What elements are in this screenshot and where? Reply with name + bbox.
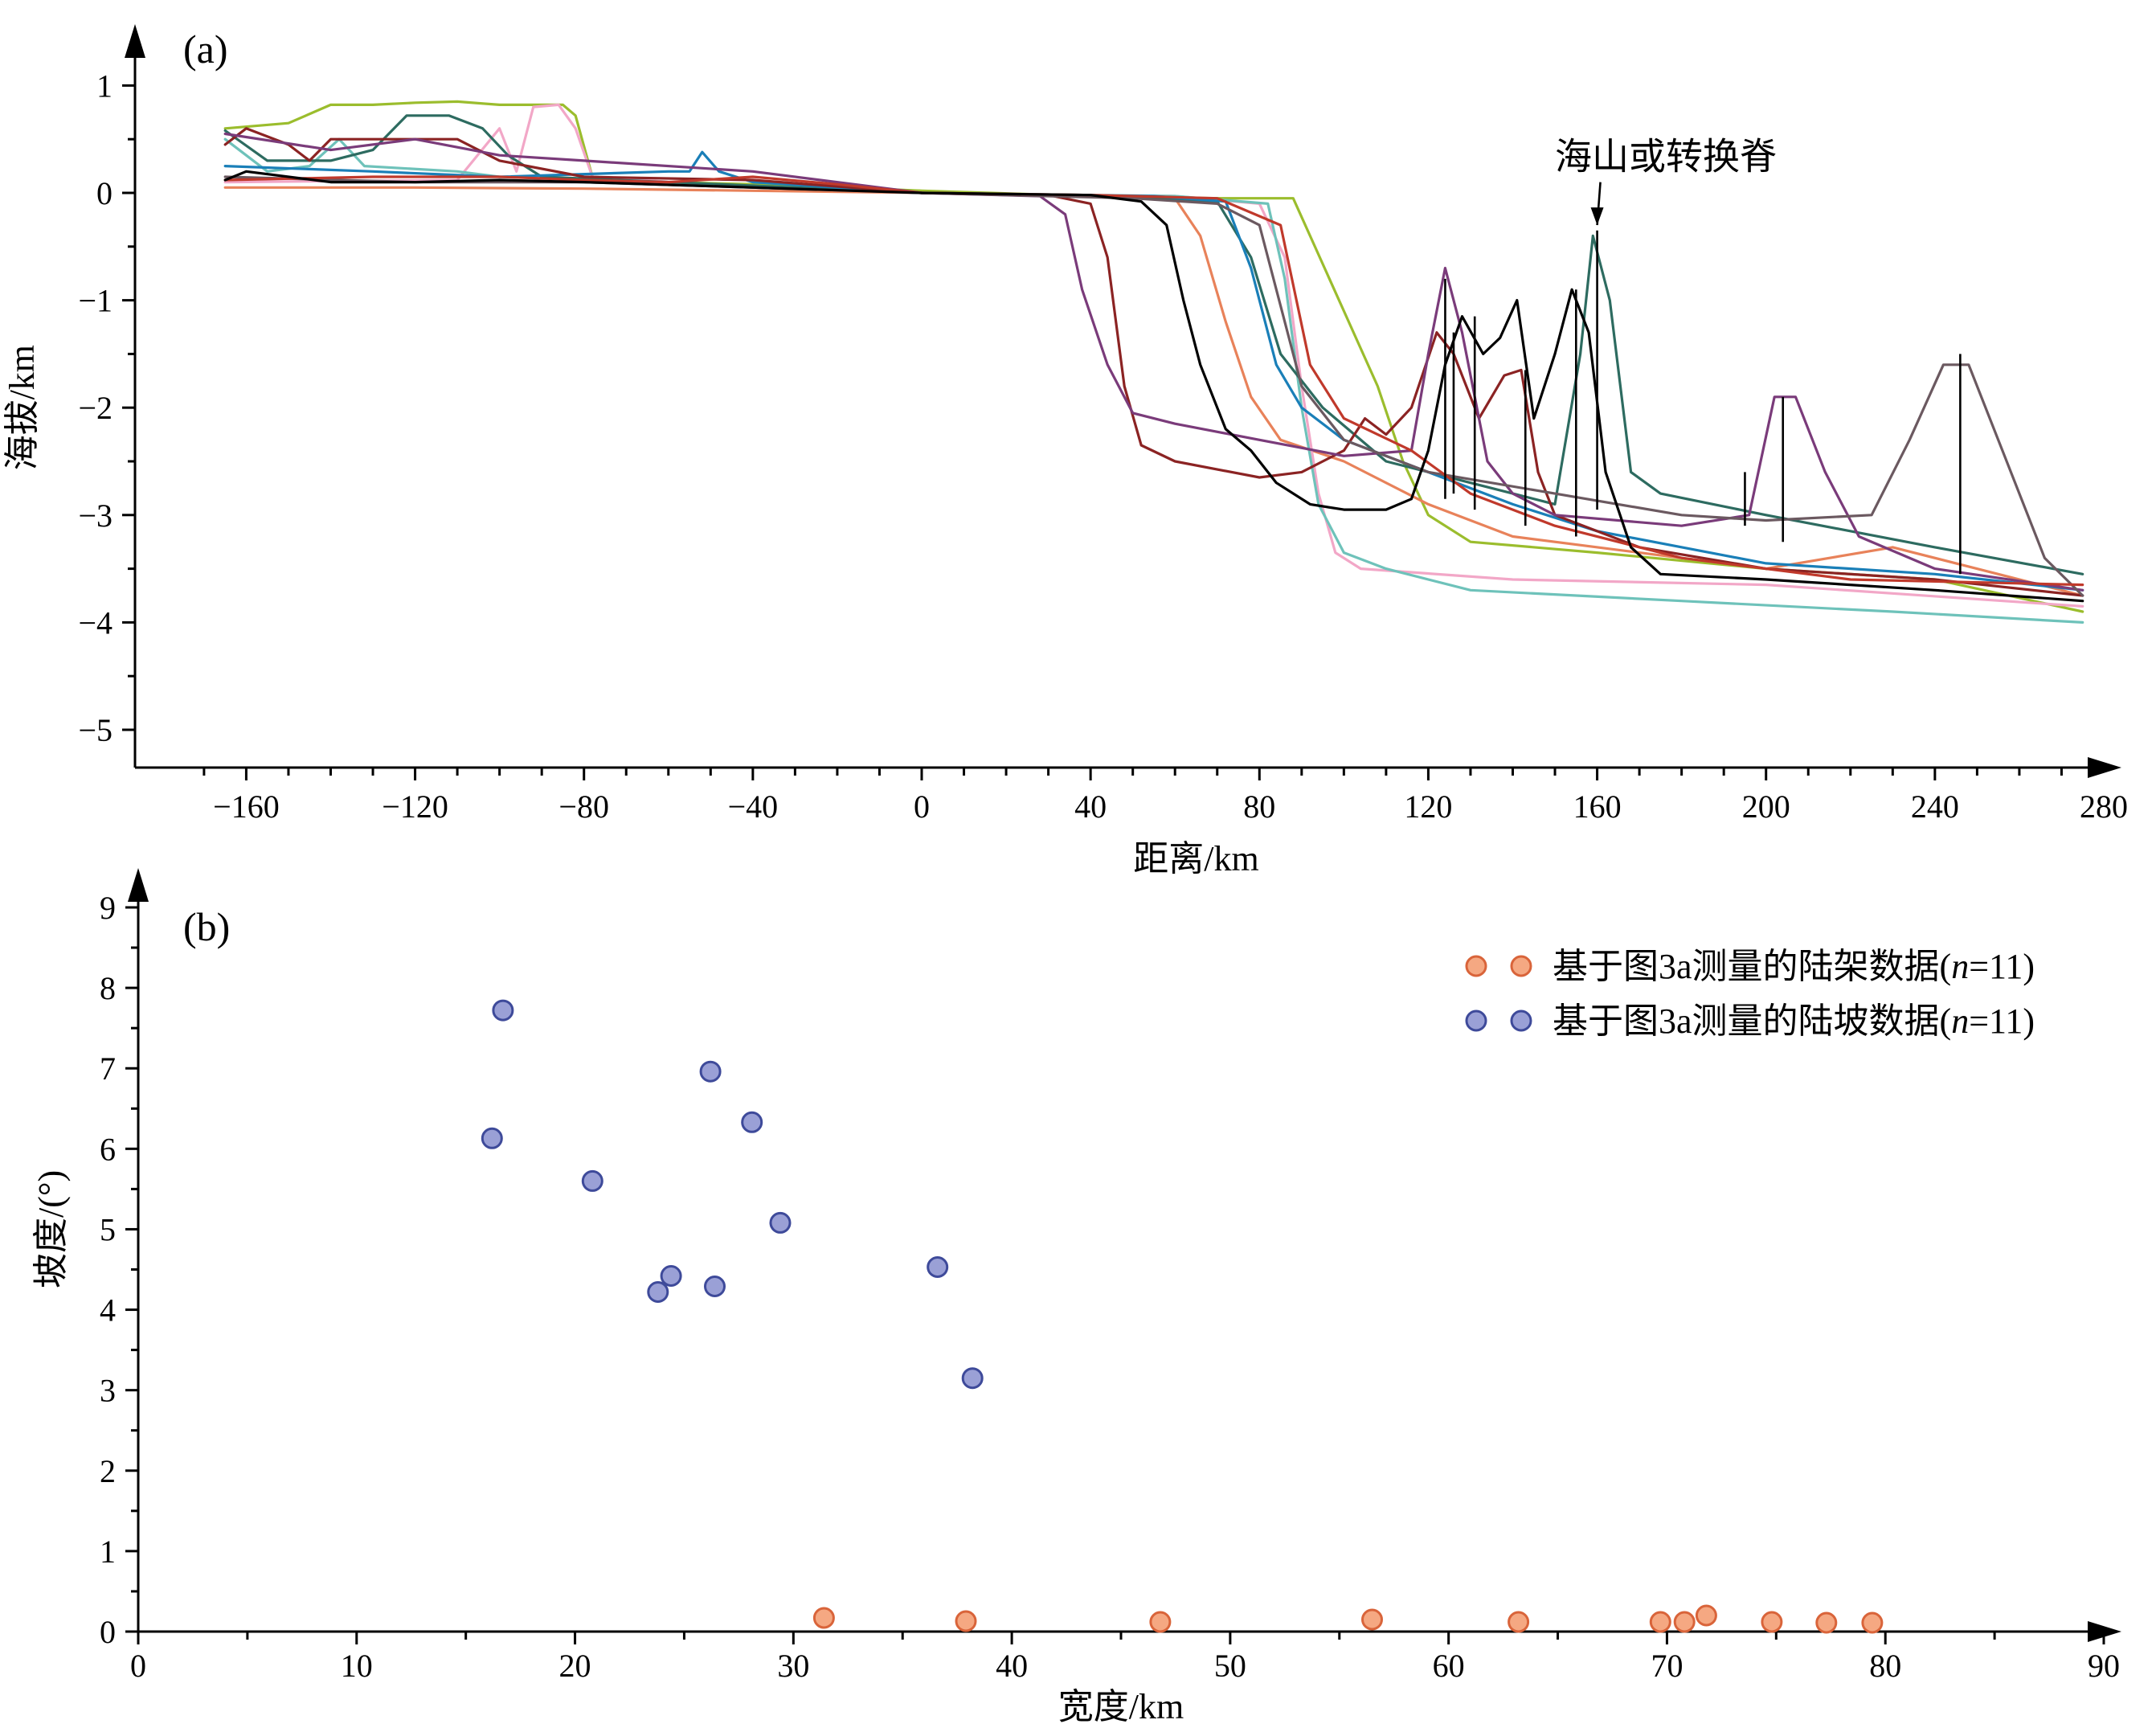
panel-b-y-tick-label: 0 xyxy=(100,1614,116,1650)
panel-b-y-tick-label: 1 xyxy=(100,1534,116,1570)
panel-a-y-tick-label: −3 xyxy=(78,498,113,534)
legend-label-suffix: =11) xyxy=(1969,947,2035,986)
panel-b-x-tick-label: 30 xyxy=(777,1648,809,1684)
panel-a-x-tick-label: −40 xyxy=(728,788,779,825)
shelf-point-9 xyxy=(1761,1611,1783,1633)
shelf-point-2 xyxy=(955,1610,977,1632)
panel-a-y-tick-label: 0 xyxy=(96,175,113,211)
panel-b-y-tick-label: 4 xyxy=(100,1292,116,1329)
legend-label-italic: n xyxy=(1951,1001,1969,1041)
panel-a-x-tick-label: 240 xyxy=(1911,788,1959,825)
panel-a-x-tick-label: 40 xyxy=(1074,788,1107,825)
legend-marker-2-b xyxy=(1510,1009,1532,1032)
panel-a-x-tick-label: 200 xyxy=(1742,788,1790,825)
shelf-point-11 xyxy=(1861,1611,1884,1634)
slope-point-2 xyxy=(492,999,514,1022)
panel-a-x-axis-title: 距离/km xyxy=(1133,839,1258,878)
profile-line-9 xyxy=(223,175,2084,597)
slope-point-1 xyxy=(481,1127,503,1149)
legend-marker-2-a xyxy=(1465,1009,1487,1032)
shelf-point-10 xyxy=(1815,1611,1838,1634)
panel-b-y-tick-label: 3 xyxy=(100,1373,116,1409)
panel-a-y-tick-label: −4 xyxy=(78,604,113,641)
panel-a-x-tick-label: 160 xyxy=(1573,788,1622,825)
panel-b-y-tick-label: 6 xyxy=(100,1131,116,1167)
panel-a-y-axis-title: 海拔/km xyxy=(2,345,42,470)
panel-b-y-tick-label: 8 xyxy=(100,970,116,1006)
slope-point-3 xyxy=(581,1169,603,1192)
shelf-point-3 xyxy=(1149,1611,1172,1633)
slope-point-7 xyxy=(704,1276,726,1297)
legend-label-2: 基于图3a测量的陆坡数据(n=11) xyxy=(1553,1001,2035,1041)
slope-point-4 xyxy=(647,1281,669,1303)
legend-label-italic: n xyxy=(1951,947,1969,986)
slope-point-5 xyxy=(660,1265,682,1287)
legend-marker-1-b xyxy=(1510,955,1532,977)
panel-b-label: (b) xyxy=(183,904,230,949)
slope-point-8 xyxy=(741,1111,763,1133)
panel-a-y-tick-label: −5 xyxy=(78,712,113,748)
legend-marker-1-a xyxy=(1465,955,1487,977)
shelf-point-1 xyxy=(812,1607,835,1629)
panel-b-y-axis-arrow xyxy=(128,868,149,902)
legend-label-suffix: =11) xyxy=(1969,1001,2035,1041)
panel-b-x-axis-title: 宽度/km xyxy=(1058,1687,1184,1724)
legend-label-1: 基于图3a测量的陆架数据(n=11) xyxy=(1553,947,2035,986)
seamount-annotation: 海山或转换脊 xyxy=(1555,137,1777,178)
panel-a-y-tick-label: −2 xyxy=(78,390,113,426)
panel-a-x-tick-label: −160 xyxy=(213,788,280,825)
panel-b-y-axis-title: 坡度/(°) xyxy=(31,1170,71,1288)
panel-a-profiles: −160 −120 −80 −40 0 40 80 120 160 200 240 280 1 0 −1 −2… xyxy=(2,24,2128,878)
panel-a-x-tick-label: 120 xyxy=(1404,788,1452,825)
panel-b-x-tick-label: 60 xyxy=(1433,1648,1465,1684)
panel-b-x-tick-label: 0 xyxy=(130,1648,146,1684)
shelf-point-5 xyxy=(1508,1611,1530,1633)
profile-line-10 xyxy=(223,175,2084,587)
profile-line-5 xyxy=(223,114,2084,575)
panel-a-x-axis-arrow xyxy=(2088,757,2121,778)
panel-b-y-tick-label: 5 xyxy=(100,1211,116,1247)
profile-line-6 xyxy=(223,150,2084,592)
shelf-point-7 xyxy=(1673,1611,1696,1633)
annotation-pointer-head xyxy=(1590,207,1604,226)
panel-a-x-tick-label: −80 xyxy=(558,788,609,825)
slope-point-11 xyxy=(961,1367,984,1390)
slope-point-10 xyxy=(927,1256,949,1278)
panel-b-x-tick-label: 20 xyxy=(559,1648,591,1684)
panel-b-x-tick-label: 80 xyxy=(1869,1648,1901,1684)
shelf-point-6 xyxy=(1649,1611,1671,1633)
panel-b-x-tick-label: 40 xyxy=(996,1648,1028,1684)
panel-a-label: (a) xyxy=(183,27,228,72)
panel-b-legend: 基于图3a测量的陆架数据(n=11)基于图3a测量的陆坡数据(n=11) xyxy=(1465,947,2035,1041)
shelf-point-4 xyxy=(1361,1608,1383,1631)
legend-label-prefix: 基于图3a测量的陆坡数据( xyxy=(1553,1001,1951,1041)
profile-line-2 xyxy=(223,186,2084,597)
panel-a-x-tick-label: −120 xyxy=(382,788,448,825)
slope-point-6 xyxy=(699,1060,722,1083)
panel-b-x-tick-label: 70 xyxy=(1651,1648,1683,1684)
shelf-point-8 xyxy=(1695,1604,1717,1627)
panel-a-y-tick-label: 1 xyxy=(96,68,113,104)
profile-line-11 xyxy=(223,170,2084,603)
legend-label-prefix: 基于图3a测量的陆架数据( xyxy=(1553,947,1951,986)
panel-b-y-tick-label: 7 xyxy=(100,1050,116,1087)
panel-a-x-tick-label: 80 xyxy=(1243,788,1275,825)
panel-b-x-tick-label: 50 xyxy=(1214,1648,1246,1684)
panel-a-x-tick-label: 280 xyxy=(2080,788,2128,825)
panel-b-y-tick-label: 2 xyxy=(100,1453,116,1489)
panel-b-y-tick-label: 9 xyxy=(100,890,116,926)
panel-b-scatter: 0 10 20 30 40 50 60 70 80 90 0 1 2 3 4 5 6 7 8 9 宽度/km 坡度/(°)… xyxy=(31,868,2121,1724)
panel-a-y-axis-arrow xyxy=(125,24,145,58)
panel-b-x-tick-label: 90 xyxy=(2088,1648,2120,1684)
slope-point-9 xyxy=(769,1211,792,1234)
panel-a-y-tick-label: −1 xyxy=(78,283,113,319)
panel-a-x-tick-label: 0 xyxy=(914,788,930,825)
panel-b-x-tick-label: 10 xyxy=(341,1648,373,1684)
